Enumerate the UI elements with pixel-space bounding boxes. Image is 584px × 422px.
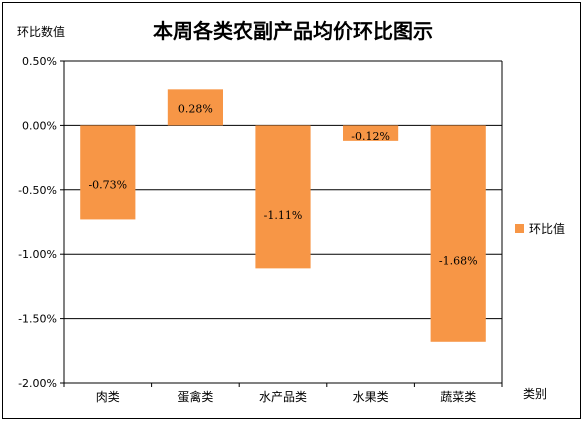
bar [430, 125, 486, 342]
bar [255, 125, 311, 269]
data-label: -1.68% [439, 255, 478, 268]
data-label: 0.28% [178, 102, 213, 115]
y-tick-label: 0.00% [22, 119, 57, 132]
data-label: -1.11% [264, 209, 303, 222]
x-tick-label: 水产品类 [259, 390, 307, 404]
chart-title: 本周各类农副产品均价环比图示 [153, 19, 433, 43]
bar [343, 125, 399, 141]
data-label: -0.73% [88, 179, 127, 192]
x-tick-label: 蔬菜类 [440, 390, 476, 404]
bar [80, 125, 136, 220]
x-tick-label: 水果类 [353, 390, 389, 404]
y-tick-label: 0.50% [22, 55, 57, 68]
x-axis-label: 类别 [523, 387, 548, 401]
data-label: -0.12% [351, 130, 390, 143]
x-tick-label: 肉类 [96, 390, 120, 404]
y-axis-label: 环比数值 [17, 25, 66, 39]
y-tick-label: -1.50% [18, 313, 57, 326]
y-tick-label: -0.50% [18, 184, 57, 197]
bar [167, 89, 223, 126]
chart-frame: 本周各类农副产品均价环比图示 环比数值 类别 0.50% 0.00% -0.50% -… [2, 2, 581, 419]
x-tick-label: 蛋禽类 [177, 389, 213, 404]
y-tick-label: -1.00% [18, 248, 57, 261]
legend-label: 环比值 [529, 222, 566, 236]
y-tick-label: -2.00% [18, 377, 57, 390]
plot-area: 0.50% 0.00% -0.50% -1.00% -1.50% -2.00% -0.73%… [18, 55, 503, 404]
legend: 环比值 [515, 220, 565, 237]
legend-swatch [515, 224, 524, 233]
